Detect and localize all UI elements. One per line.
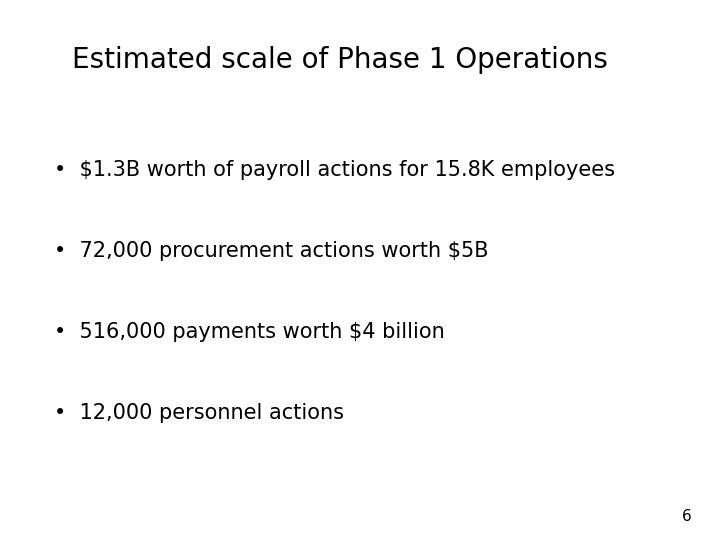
Text: •  516,000 payments worth $4 billion: • 516,000 payments worth $4 billion: [54, 322, 445, 342]
Text: 6: 6: [681, 509, 691, 524]
Text: •  $1.3B worth of payroll actions for 15.8K employees: • $1.3B worth of payroll actions for 15.…: [54, 160, 615, 180]
Text: Estimated scale of Phase 1 Operations: Estimated scale of Phase 1 Operations: [72, 46, 608, 74]
Text: •  72,000 procurement actions worth $5B: • 72,000 procurement actions worth $5B: [54, 241, 488, 261]
Text: •  12,000 personnel actions: • 12,000 personnel actions: [54, 403, 344, 423]
